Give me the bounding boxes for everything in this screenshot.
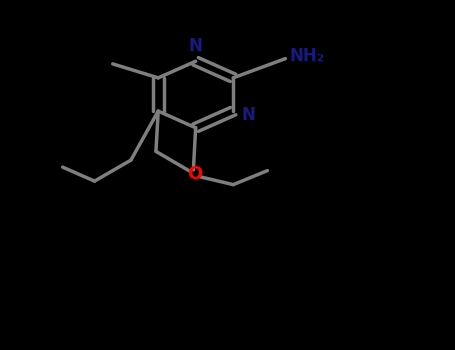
Text: NH₂: NH₂ bbox=[289, 47, 324, 65]
Text: N: N bbox=[189, 37, 202, 55]
Text: O: O bbox=[187, 165, 202, 183]
Text: N: N bbox=[241, 106, 255, 124]
